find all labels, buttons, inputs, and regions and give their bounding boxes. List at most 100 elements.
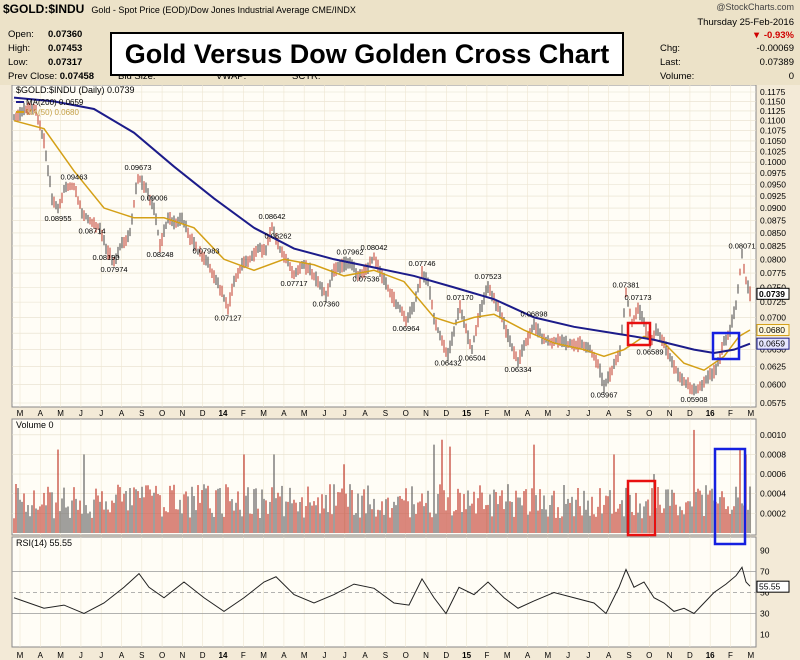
x-tick-label: M (301, 409, 308, 418)
volume-tick-label: 0.0006 (760, 469, 786, 479)
x-tick-label: N (667, 409, 673, 418)
x-tick-label: S (139, 409, 144, 418)
x-tick-label: S (626, 409, 631, 418)
price-tick-label: 0.0800 (760, 254, 786, 264)
x-tick-label: D (200, 651, 206, 660)
x-tick-label: N (667, 651, 673, 660)
x-tick-label: F (728, 409, 733, 418)
x-tick-label: J (79, 651, 83, 660)
volume-box-red (626, 479, 657, 537)
price-tick-label: 0.1100 (760, 116, 786, 126)
price-badge-label: 0.0659 (759, 339, 785, 349)
change-pct: ▼ -0.93% (751, 30, 794, 41)
price-annotation: 0.07536 (352, 274, 379, 283)
x-tick-label: A (38, 409, 44, 418)
price-tick-label: 0.0950 (760, 180, 786, 190)
ma50-line (13, 119, 751, 372)
x-tick-label: F (241, 651, 246, 660)
open-row: Open: 0.07360 (8, 29, 83, 40)
x-tick-label: A (362, 651, 368, 660)
price-tick-label: 0.0575 (760, 398, 786, 408)
rsi-line (13, 566, 751, 615)
x-tick-label: M (57, 409, 64, 418)
price-annotation: 0.07173 (624, 293, 651, 302)
rsi-panel (11, 536, 757, 648)
x-tick-label: S (383, 651, 388, 660)
x-tick-label: A (606, 651, 612, 660)
price-tick-label: 0.1175 (760, 87, 786, 97)
price-tick-label: 0.1025 (760, 146, 786, 156)
price-badge-label: 0.0739 (759, 289, 785, 299)
legend-main: $GOLD:$INDU (Daily) 0.0739 (16, 85, 135, 95)
price-badge-label: 0.0680 (759, 325, 785, 335)
rsi-tick-label: 30 (760, 609, 770, 619)
price-annotation: 0.08262 (264, 231, 291, 240)
price-tick-label: 0.0600 (760, 379, 786, 389)
x-tick-label: J (586, 651, 590, 660)
volume-tick-label: 0.0004 (760, 489, 786, 499)
x-tick-label: J (343, 651, 347, 660)
x-tick-label: 15 (462, 651, 471, 660)
price-tick-label: 0.0850 (760, 228, 786, 238)
x-tick-label: F (241, 409, 246, 418)
high-row: High: 0.07453 (8, 43, 83, 54)
x-tick-label: J (586, 409, 590, 418)
price-tick-label: 0.0825 (760, 241, 786, 251)
x-tick-label: F (484, 651, 489, 660)
x-tick-label: N (423, 409, 429, 418)
rsi-tick-label: 10 (760, 630, 770, 640)
x-tick-label: J (566, 651, 570, 660)
price-tick-label: 0.0725 (760, 297, 786, 307)
x-tick-label: 16 (706, 651, 715, 660)
legend-volume: Volume 0 (16, 420, 54, 430)
x-tick-label: M (301, 651, 308, 660)
crossover-box-red (626, 321, 652, 347)
x-tick-label: M (260, 651, 267, 660)
price-tick-label: 0.0900 (760, 203, 786, 213)
x-tick-label: A (525, 409, 531, 418)
x-tick-label: F (484, 409, 489, 418)
x-tick-label: A (38, 651, 44, 660)
ma200-line (13, 96, 751, 355)
x-tick-label: M (17, 651, 24, 660)
x-tick-label: S (626, 651, 631, 660)
volume-box-blue (713, 447, 747, 546)
price-annotation: 0.07983 (192, 246, 219, 255)
price-annotation: 0.07746 (408, 259, 435, 268)
x-tick-label: M (747, 651, 754, 660)
x-tick-label: O (646, 651, 652, 660)
price-annotation: 0.05967 (590, 391, 617, 400)
price-annotation: 0.08714 (78, 226, 105, 235)
price-annotation: 0.08642 (258, 212, 285, 221)
header-panel: $GOLD:$INDU Gold - Spot Price (EOD)/Dow … (0, 0, 800, 85)
price-annotation: 0.06504 (458, 354, 485, 363)
x-tick-label: F (728, 651, 733, 660)
x-tick-label: S (139, 651, 144, 660)
price-annotation: 0.06898 (520, 310, 547, 319)
x-tick-label: D (443, 409, 449, 418)
price-tick-label: 0.1000 (760, 157, 786, 167)
x-tick-label: J (566, 409, 570, 418)
price-tick-label: 0.0975 (760, 168, 786, 178)
x-tick-label: M (17, 409, 24, 418)
price-annotation: 0.08955 (44, 214, 71, 223)
last-row: Last: 0.07389 (660, 57, 794, 68)
symbol-description: Gold - Spot Price (EOD)/Dow Jones Indust… (91, 5, 356, 15)
rsi-badge (756, 580, 790, 593)
x-tick-label: S (383, 409, 388, 418)
x-tick-label: A (525, 651, 531, 660)
vwap-label: VWAP: (216, 71, 247, 82)
x-tick-label: D (443, 651, 449, 660)
x-tick-label: O (646, 409, 652, 418)
x-tick-label: M (544, 651, 551, 660)
price-annotation: 0.07717 (280, 279, 307, 288)
symbol: $GOLD:$INDU (3, 2, 85, 16)
price-annotation: 0.05908 (680, 395, 707, 404)
x-tick-label: J (323, 409, 327, 418)
x-tick-label: 14 (219, 651, 228, 660)
price-tick-label: 0.1125 (760, 106, 786, 116)
x-tick-label: M (57, 651, 64, 660)
rsi-tick-label: 70 (760, 567, 770, 577)
symbol-line: $GOLD:$INDU Gold - Spot Price (EOD)/Dow … (3, 2, 356, 16)
price-annotation: 0.07381 (612, 280, 639, 289)
